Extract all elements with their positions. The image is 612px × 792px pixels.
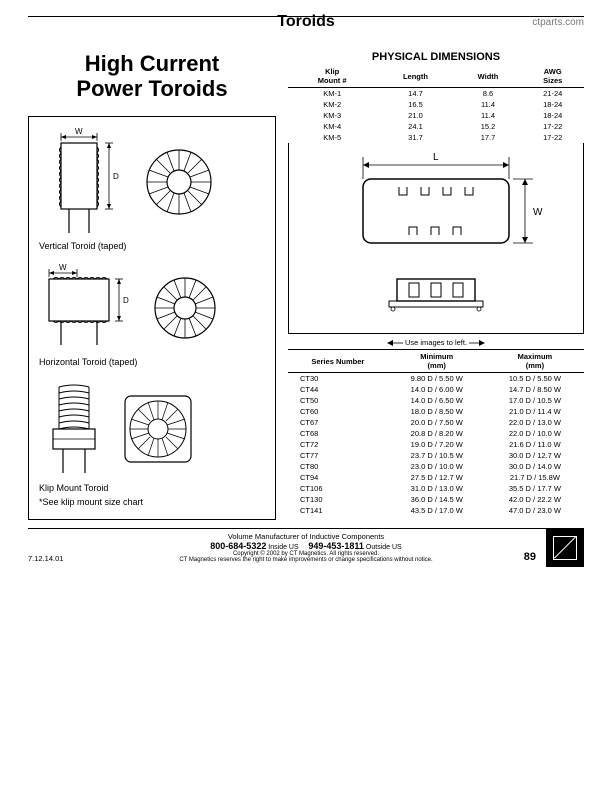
svg-text:W: W (533, 207, 543, 218)
klip-dimension-drawing: L W (288, 143, 584, 334)
table-row: KM-424.115.217-22 (288, 121, 584, 132)
table-row: CT13036.0 D / 14.5 W42.0 D / 22.2 W (288, 494, 584, 505)
horizontal-top-drawing (149, 272, 221, 344)
footer-date: 7.12.14.01 (28, 554, 63, 563)
footer: Volume Manufacturer of Inductive Compone… (28, 528, 584, 563)
svg-text:W: W (59, 263, 67, 272)
horizontal-side-drawing: W (39, 263, 139, 353)
klip-top-drawing (119, 390, 197, 468)
klip-label: Klip Mount Toroid (39, 483, 265, 493)
product-title: High Current Power Toroids (28, 51, 276, 102)
table-row: CT10631.0 D / 13.0 W35.5 D / 17.7 W (288, 483, 584, 494)
use-images-note: Use images to left. (288, 338, 584, 347)
svg-text:L: L (433, 152, 439, 163)
vertical-toroid-figure: W (39, 127, 265, 251)
table-row: CT309.80 D / 5.50 W10.5 D / 5.50 W (288, 373, 584, 385)
page-number: 89 (524, 551, 536, 563)
klip-side-drawing (39, 379, 109, 479)
horizontal-label: Horizontal Toroid (taped) (39, 357, 265, 367)
table-row: CT6820.8 D / 8.20 W22.0 D / 10.0 W (288, 428, 584, 439)
figures-panel: W (28, 116, 276, 520)
svg-text:D: D (123, 296, 129, 305)
footer-manufacturer: Volume Manufacturer of Inductive Compone… (28, 532, 584, 541)
footer-disclaimer: CT Magnetics reserves the right to make … (28, 557, 584, 563)
table-header: Length (376, 65, 454, 88)
table-header: Width (455, 65, 522, 88)
table-row: KM-321.011.418-24 (288, 110, 584, 121)
table-row: CT5014.0 D / 6.50 W17.0 D / 10.5 W (288, 395, 584, 406)
table-row: CT4414.0 D / 6.00 W14.7 D / 8.50 W (288, 384, 584, 395)
svg-text:D: D (113, 172, 119, 181)
table-header: Minimum(mm) (388, 350, 486, 373)
table-row: KM-114.78.621-24 (288, 88, 584, 100)
vertical-label: Vertical Toroid (taped) (39, 241, 265, 251)
vertical-top-drawing (139, 142, 219, 222)
table-row: CT6720.0 D / 7.50 W22.0 D / 13.0 W (288, 417, 584, 428)
table-header: KlipMount # (288, 65, 376, 88)
physical-table: KlipMount #LengthWidthAWGSizes KM-114.78… (288, 65, 584, 143)
table-row: KM-216.511.418-24 (288, 99, 584, 110)
klip-mount-figure: Klip Mount Toroid *See klip mount size c… (39, 379, 265, 507)
table-row: CT7723.7 D / 10.5 W30.0 D / 12.7 W (288, 450, 584, 461)
page-title: Toroids (277, 13, 334, 31)
table-header: AWGSizes (521, 65, 584, 88)
footer-phones: 800-684-5322 Inside US 949-453-1811 Outs… (28, 541, 584, 551)
vertical-side-drawing: W (39, 127, 129, 237)
table-row: CT8023.0 D / 10.0 W30.0 D / 14.0 W (288, 461, 584, 472)
table-row: KM-531.717.717-22 (288, 132, 584, 143)
table-row: CT6018.0 D / 8.50 W21.0 D / 11.4 W (288, 406, 584, 417)
brand-logo (546, 529, 584, 567)
series-table: Series NumberMinimum(mm)Maximum(mm) CT30… (288, 349, 584, 516)
physical-title: PHYSICAL DIMENSIONS (288, 51, 584, 63)
site-url: ctparts.com (532, 17, 584, 28)
table-row: CT7219.0 D / 7.20 W21.6 D / 11.0 W (288, 439, 584, 450)
table-row: CT9427.5 D / 12.7 W21.7 D / 15.8W (288, 472, 584, 483)
svg-text:W: W (75, 127, 83, 136)
table-row: CT14143.5 D / 17.0 W47.0 D / 23.0 W (288, 505, 584, 516)
table-header: Maximum(mm) (486, 350, 584, 373)
table-header: Series Number (288, 350, 388, 373)
klip-note: *See klip mount size chart (39, 497, 265, 507)
horizontal-toroid-figure: W (39, 263, 265, 367)
